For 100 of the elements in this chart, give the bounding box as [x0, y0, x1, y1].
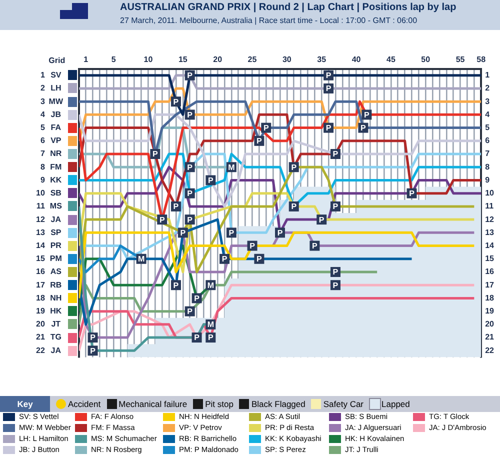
- y2-tick-label: 20: [36, 320, 46, 329]
- y-tick-label: 22: [485, 346, 495, 355]
- y-tick-label: 12: [485, 214, 495, 224]
- y-tick-label: 11: [485, 202, 494, 211]
- annotation: P: [159, 215, 166, 224]
- y2-tick-label: 15: [36, 254, 46, 264]
- annotation: P: [194, 294, 200, 303]
- annotation: P: [187, 110, 194, 120]
- annotation: P: [187, 162, 194, 172]
- annotation: P: [409, 189, 416, 198]
- y-tick-label: 3: [485, 96, 490, 106]
- annotation: P: [291, 202, 298, 212]
- x-tick-label: 5: [111, 55, 116, 64]
- annotation: AS: [50, 267, 62, 276]
- annotation: P: [222, 254, 228, 264]
- annotation: P: [364, 110, 370, 120]
- x-tick-label: 1: [84, 55, 89, 64]
- annotation: P: [326, 84, 332, 94]
- y2-tick-label: 2: [40, 84, 46, 93]
- annotation: P: [332, 280, 339, 290]
- annotation: JA: [50, 346, 62, 355]
- y2-tick-label: 18: [36, 293, 46, 302]
- annotation: P: [332, 268, 339, 277]
- y2-tick-label: 22: [36, 346, 46, 355]
- annotation: KK: [50, 175, 62, 184]
- annotation: P: [208, 176, 214, 185]
- annotation: NH: [50, 293, 62, 302]
- y2-tick-label: 3: [40, 96, 46, 106]
- text: Grid: [48, 56, 66, 66]
- annotation: P: [194, 333, 200, 342]
- x-tick-label: 15: [178, 55, 188, 64]
- annotation: P: [332, 150, 339, 159]
- annotation: P: [208, 333, 214, 342]
- legend-title: Key: [0, 396, 50, 412]
- x-tick-label: 35: [317, 55, 327, 64]
- annotation: MW: [48, 96, 64, 106]
- annotation: P: [277, 228, 284, 238]
- y-tick-label: 6: [485, 136, 490, 146]
- y-tick-label: 18: [485, 293, 495, 302]
- x-tick-label: 58: [476, 55, 486, 64]
- y-tick-label: 8: [485, 162, 490, 172]
- annotation: MS: [50, 202, 63, 211]
- y-tick-label: 19: [485, 306, 495, 316]
- y2-tick-label: 5: [40, 122, 46, 132]
- annotation: P: [173, 202, 180, 212]
- annotation: M: [207, 320, 214, 330]
- annotation: P: [187, 307, 194, 316]
- y2-tick-label: 1: [40, 70, 46, 80]
- annotation: P: [187, 215, 194, 224]
- annotation: P: [332, 202, 339, 212]
- y-tick-label: 13: [485, 228, 495, 237]
- x-tick-label: 10: [144, 55, 154, 64]
- legend-label: Lapped: [382, 398, 410, 409]
- annotation: P: [360, 123, 367, 132]
- annotation: P: [291, 162, 298, 172]
- y-tick-label: 21: [485, 332, 495, 342]
- x-tick-label: 40: [352, 55, 362, 64]
- y2-tick-label: 10: [36, 188, 46, 198]
- annotation: SP: [50, 228, 62, 237]
- y-tick-label: 16: [485, 267, 495, 276]
- y2-tick-label: 11: [36, 202, 46, 211]
- y-tick-label: 9: [485, 175, 490, 184]
- y-tick-label: 10: [485, 188, 495, 198]
- x-tick-label: 20: [213, 55, 223, 64]
- annotation: TG: [50, 332, 62, 342]
- y2-tick-label: 14: [36, 240, 46, 250]
- y2-tick-label: 8: [40, 162, 46, 172]
- y-tick-label: 20: [485, 320, 495, 329]
- y-tick-label: 4: [485, 110, 490, 119]
- annotation: LH: [50, 84, 62, 93]
- y-tick-label: 15: [485, 254, 495, 264]
- y2-tick-label: 4: [40, 110, 46, 119]
- annotation: FA: [50, 122, 62, 132]
- y-tick-label: 2: [485, 84, 490, 93]
- x-tick-label: 55: [456, 55, 466, 64]
- chart-title: AUSTRALIAN GRAND PRIX | Round 2 | Lap Chart | Positions lap by lap: [120, 2, 456, 13]
- y-tick-label: 1: [485, 70, 490, 80]
- y-tick-label: 5: [485, 122, 490, 132]
- annotation: JB: [50, 110, 62, 119]
- annotation: P: [187, 189, 194, 198]
- x-tick-label: 25: [248, 55, 258, 64]
- y2-tick-label: 16: [36, 267, 46, 276]
- x-tick-label: 50: [421, 55, 431, 64]
- y2-tick-label: 13: [36, 228, 46, 237]
- annotation: P: [256, 254, 263, 264]
- annotation: M: [138, 254, 145, 264]
- annotation: P: [90, 333, 96, 342]
- y2-tick-label: 7: [40, 149, 46, 158]
- annotation: P: [173, 97, 180, 106]
- annotation: RB: [50, 280, 62, 290]
- y2-tick-label: 6: [40, 136, 46, 146]
- chart-subtitle: 27 March, 2011. Melbourne, Australia | Race start time - Local : 17:00 - GMT : 06:00: [120, 16, 418, 25]
- y2-tick-label: 9: [40, 175, 46, 184]
- annotation: NR: [50, 149, 62, 158]
- text: Safety Car: [323, 398, 364, 409]
- text: Accident: [68, 398, 101, 409]
- annotation: PM: [50, 254, 62, 264]
- y-tick-label: 14: [485, 240, 495, 250]
- annotation: P: [250, 241, 256, 250]
- annotation: P: [90, 346, 96, 356]
